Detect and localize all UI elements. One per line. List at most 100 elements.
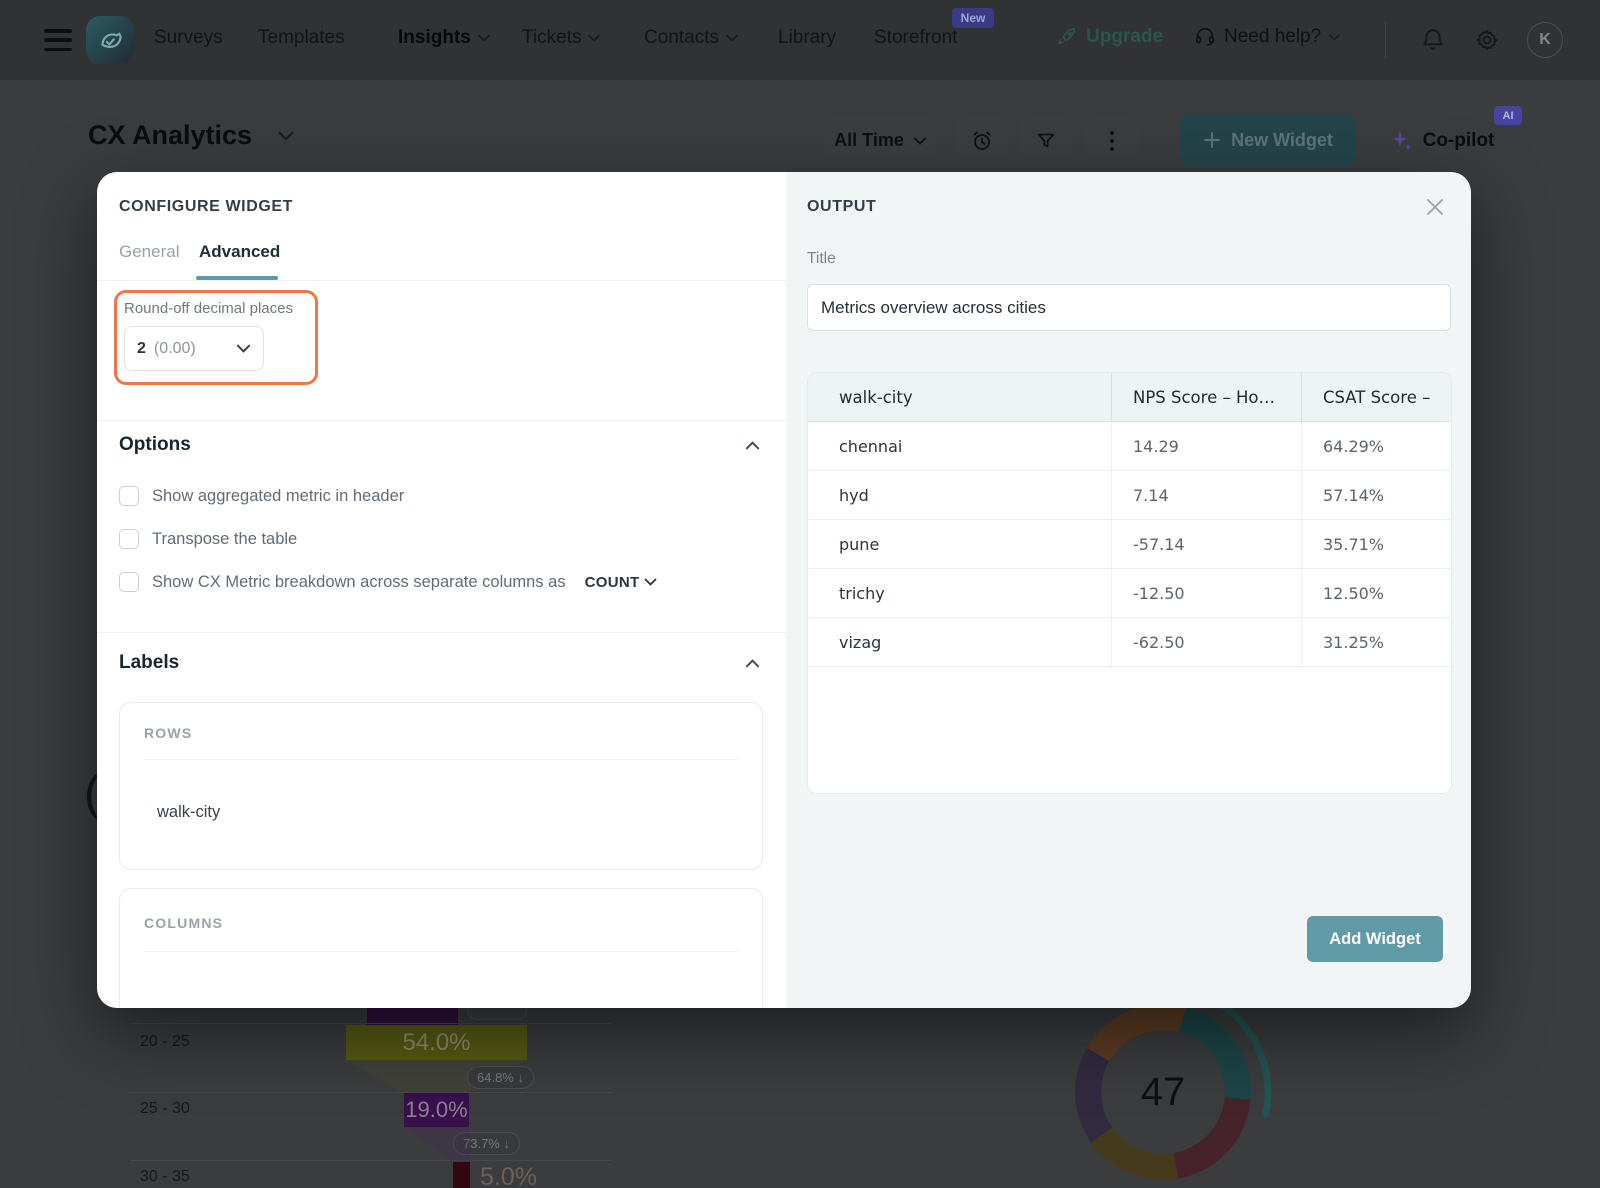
new-widget-button[interactable]: New Widget bbox=[1180, 114, 1356, 166]
tab-general[interactable]: General bbox=[119, 242, 180, 261]
table-header-cell: walk-city bbox=[839, 387, 913, 407]
filter-button[interactable] bbox=[1020, 117, 1072, 164]
donut-chart: 47 bbox=[1043, 982, 1283, 1188]
table-cell: 64.29% bbox=[1301, 422, 1451, 470]
divider bbox=[144, 759, 738, 760]
configure-panel: CONFIGURE WIDGET General Advanced Round-… bbox=[97, 172, 786, 1008]
rows-item-walk-city[interactable]: walk-city bbox=[157, 803, 221, 821]
output-panel: OUTPUT Title walk-city NPS Score – Ho… C… bbox=[786, 172, 1471, 1008]
round-off-select[interactable]: 2 (0.00) bbox=[124, 326, 264, 371]
new-badge: New bbox=[952, 8, 994, 28]
table-cell: chennai bbox=[839, 436, 903, 456]
nav-label: Library bbox=[778, 27, 837, 48]
funnel-bar-value: 5.0% bbox=[480, 1163, 537, 1188]
ai-badge: AI bbox=[1494, 106, 1522, 125]
rows-card: ROWS walk-city bbox=[119, 702, 763, 870]
checkbox[interactable] bbox=[119, 572, 139, 592]
nav-item-insights[interactable]: Insights bbox=[398, 27, 490, 49]
chevron-down-icon bbox=[913, 137, 926, 145]
table-cell: trichy bbox=[839, 583, 885, 603]
output-title: OUTPUT bbox=[807, 198, 877, 215]
schedule-button[interactable] bbox=[956, 117, 1008, 164]
divider bbox=[130, 1023, 612, 1024]
option-row: Show CX Metric breakdown across separate… bbox=[119, 572, 657, 592]
top-nav: Surveys Templates Insights Tickets Conta… bbox=[0, 0, 1600, 80]
chevron-down-icon bbox=[278, 131, 294, 141]
table-cell: -57.14 bbox=[1111, 520, 1301, 568]
columns-card-title: COLUMNS bbox=[144, 915, 224, 931]
table-cell: 14.29 bbox=[1111, 422, 1301, 470]
funnel-drop-value: 73.7% ↓ bbox=[463, 1136, 510, 1151]
funnel-connector bbox=[404, 1127, 469, 1162]
configure-widget-modal: CONFIGURE WIDGET General Advanced Round-… bbox=[97, 172, 1471, 1008]
table-cell: vizag bbox=[839, 632, 882, 652]
brand-logo[interactable] bbox=[86, 16, 134, 64]
funnel-bar-value: 19.0% bbox=[405, 1097, 468, 1122]
funnel-drop-badge: 64.8% ↓ bbox=[467, 1066, 534, 1089]
checkbox-label: Transpose the table bbox=[152, 529, 298, 548]
tab-advanced[interactable]: Advanced bbox=[199, 242, 281, 261]
table-cell: -62.50 bbox=[1111, 618, 1301, 666]
more-options-button[interactable] bbox=[1086, 117, 1138, 164]
metric-breakdown-dropdown[interactable]: COUNT bbox=[585, 574, 658, 591]
table-row: trichy -12.50 12.50% bbox=[808, 569, 1451, 618]
nav-item-contacts[interactable]: Contacts bbox=[644, 27, 738, 49]
rows-card-title: ROWS bbox=[144, 725, 193, 741]
new-widget-label: New Widget bbox=[1231, 129, 1333, 150]
chevron-down-icon bbox=[236, 344, 251, 353]
checkbox-label: Show CX Metric breakdown across separate… bbox=[152, 572, 566, 591]
page-title[interactable]: CX Analytics bbox=[88, 120, 294, 151]
checkbox[interactable] bbox=[119, 529, 139, 549]
chevron-up-icon[interactable] bbox=[745, 658, 760, 668]
table-header-cell: CSAT Score – bbox=[1301, 373, 1451, 421]
nav-item-surveys[interactable]: Surveys bbox=[154, 27, 223, 49]
time-filter-dropdown[interactable]: All Time bbox=[824, 117, 936, 164]
bird-icon bbox=[101, 32, 122, 48]
title-input[interactable] bbox=[807, 284, 1451, 331]
table-header-cell: NPS Score – Ho… bbox=[1111, 373, 1301, 421]
filter-icon bbox=[1037, 133, 1055, 147]
nav-label: Insights bbox=[398, 27, 471, 48]
nav-label: Templates bbox=[258, 27, 345, 48]
divider bbox=[97, 280, 786, 281]
table-cell: hyd bbox=[839, 485, 869, 505]
table-cell: 57.14% bbox=[1301, 471, 1451, 519]
nav-item-tickets[interactable]: Tickets bbox=[522, 27, 601, 49]
table-cell: -12.50 bbox=[1111, 569, 1301, 617]
bell-icon[interactable] bbox=[1420, 27, 1446, 53]
round-off-label: Round-off decimal places bbox=[124, 300, 293, 317]
active-tab-underline bbox=[196, 276, 278, 280]
upgrade-button[interactable]: Upgrade bbox=[1056, 26, 1163, 48]
round-off-highlight-box: Round-off decimal places 2 (0.00) bbox=[114, 290, 318, 385]
gear-icon[interactable] bbox=[1474, 27, 1500, 53]
avatar[interactable]: K bbox=[1527, 22, 1563, 58]
menu-icon[interactable] bbox=[44, 29, 72, 51]
funnel-bar: 54.0% bbox=[346, 1025, 527, 1060]
nav-item-library[interactable]: Library bbox=[778, 27, 836, 49]
funnel-drop-badge: 73.7% ↓ bbox=[453, 1132, 520, 1155]
funnel-bar-value: 54.0% bbox=[402, 1028, 471, 1056]
table-row: pune -57.14 35.71% bbox=[808, 520, 1451, 569]
need-help-button[interactable]: Need help? bbox=[1194, 26, 1340, 48]
chevron-down-icon bbox=[1329, 34, 1340, 41]
funnel-range-label: 25 - 30 bbox=[140, 1100, 190, 1117]
upgrade-label: Upgrade bbox=[1086, 26, 1164, 47]
headset-icon bbox=[1195, 27, 1215, 46]
round-off-value: 2 bbox=[137, 339, 146, 357]
nav-item-storefront[interactable]: Storefront bbox=[874, 27, 957, 49]
checkbox[interactable] bbox=[119, 486, 139, 506]
copilot-button[interactable]: Co-pilot bbox=[1367, 113, 1517, 168]
funnel-badge-clipped bbox=[467, 1008, 527, 1020]
chevron-up-icon[interactable] bbox=[745, 440, 760, 450]
nav-label: Tickets bbox=[522, 27, 582, 48]
chevron-down-icon bbox=[645, 578, 657, 586]
nav-item-templates[interactable]: Templates bbox=[258, 27, 345, 49]
nav-divider bbox=[1385, 22, 1386, 58]
donut-ring bbox=[1075, 1004, 1251, 1180]
funnel-bar: 19.0% bbox=[404, 1093, 469, 1127]
table-cell: 12.50% bbox=[1301, 569, 1451, 617]
add-widget-button[interactable]: Add Widget bbox=[1307, 916, 1443, 962]
close-icon[interactable] bbox=[1424, 196, 1446, 218]
checkbox-label: Show aggregated metric in header bbox=[152, 486, 405, 505]
